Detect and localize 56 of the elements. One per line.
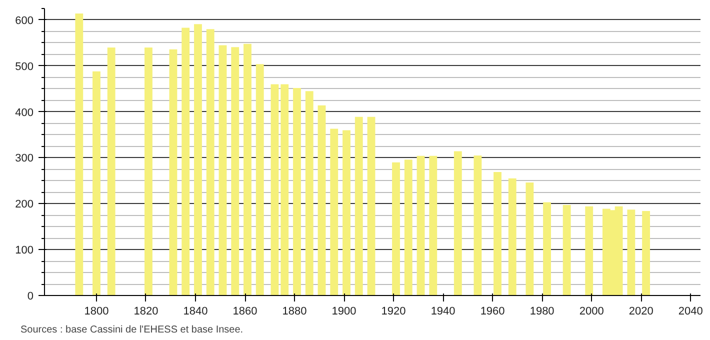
x-tick-label: 1940 xyxy=(430,306,456,318)
bar xyxy=(474,155,482,296)
bar xyxy=(526,182,534,296)
x-tick-label: 1980 xyxy=(530,306,554,318)
bar xyxy=(330,128,338,296)
y-tick-label: 600 xyxy=(15,14,34,27)
y-tick-label: 0 xyxy=(27,290,34,302)
bar xyxy=(256,64,264,296)
bar xyxy=(454,151,462,296)
y-tick-label: 500 xyxy=(15,60,34,73)
bar xyxy=(107,48,116,296)
x-tick-label: 1900 xyxy=(332,306,356,318)
bar xyxy=(404,160,412,296)
x-tick-label: 2000 xyxy=(579,306,604,318)
bar xyxy=(169,49,178,296)
bar xyxy=(280,84,289,296)
bar xyxy=(342,130,350,296)
bar xyxy=(508,178,516,296)
bar xyxy=(305,91,314,296)
bar xyxy=(562,205,571,296)
x-tick-label: 1880 xyxy=(282,306,307,318)
bar xyxy=(270,84,279,296)
y-tick-label: 300 xyxy=(15,152,34,165)
y-tick-label: 400 xyxy=(15,106,34,119)
x-tick-label: 1860 xyxy=(232,306,258,318)
bar xyxy=(182,28,190,296)
bar xyxy=(585,206,594,296)
bar xyxy=(194,24,202,296)
source-note: Sources : base Cassini de l'EHESS et base Insee. xyxy=(20,324,244,336)
x-tick-label: 1920 xyxy=(381,306,406,318)
bar xyxy=(293,88,301,296)
bar xyxy=(231,47,240,296)
bar xyxy=(206,29,214,296)
bar xyxy=(244,44,252,296)
bar xyxy=(144,48,152,296)
bar xyxy=(75,14,84,296)
y-tick-label: 200 xyxy=(15,198,34,211)
bar xyxy=(318,105,326,296)
x-tick-label: 2020 xyxy=(628,306,654,318)
bar xyxy=(367,116,376,296)
bar xyxy=(416,156,425,296)
x-tick-label: 1820 xyxy=(134,306,158,318)
bar xyxy=(218,45,227,296)
bar xyxy=(392,162,400,296)
bar xyxy=(354,116,363,296)
x-tick-label: 1840 xyxy=(183,306,208,318)
bar xyxy=(92,71,100,296)
x-tick-label: 1800 xyxy=(84,306,109,318)
bar xyxy=(494,172,502,296)
bar xyxy=(429,156,438,296)
bar xyxy=(642,211,650,296)
bar xyxy=(543,202,551,296)
bar xyxy=(627,210,636,296)
x-tick-label: 2040 xyxy=(678,306,703,318)
y-tick-label: 100 xyxy=(15,244,34,257)
x-tick-label: 1960 xyxy=(480,306,505,318)
